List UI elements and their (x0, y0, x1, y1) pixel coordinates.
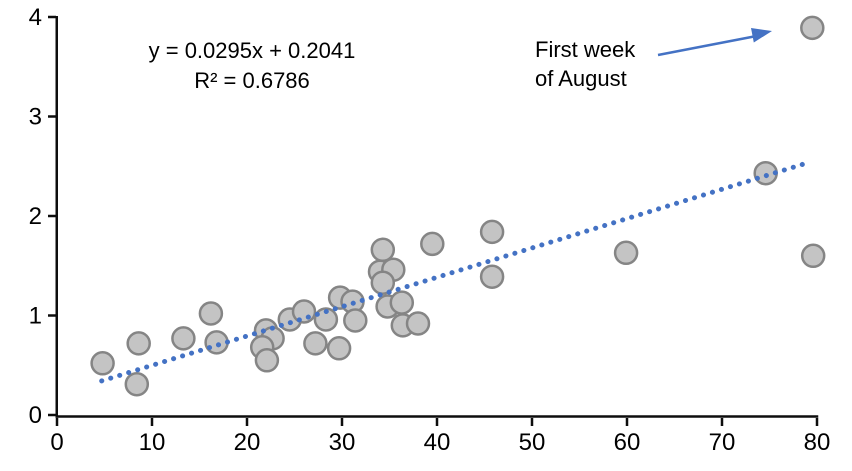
data-point (90, 351, 115, 376)
data-point (370, 270, 396, 295)
data-point (326, 336, 352, 361)
data-point (405, 311, 431, 336)
y-axis-ticks: 0 1 2 3 4 (29, 4, 56, 429)
data-point (198, 301, 224, 326)
annotation-arrow-line (657, 35, 755, 57)
x-tick-label: 40 (424, 429, 451, 456)
equation-text: y = 0.0295x + 0.2041 (149, 38, 356, 63)
data-point (254, 348, 280, 373)
y-tick-label: 0 (29, 402, 42, 429)
annotation-line1: First week (535, 37, 636, 62)
data-point (800, 15, 825, 41)
data-point (124, 371, 150, 397)
x-tick-label: 50 (519, 429, 546, 456)
annotation-arrowhead-icon (751, 28, 772, 43)
data-point (303, 331, 328, 356)
data-point (343, 308, 368, 333)
y-tick-label: 1 (29, 303, 42, 330)
x-tick-label: 70 (709, 429, 736, 456)
data-point (171, 326, 196, 351)
x-tick-label: 10 (139, 429, 166, 456)
annotation: First week of August (535, 28, 772, 91)
x-tick-label: 80 (804, 429, 831, 456)
data-point (479, 264, 505, 289)
data-point (420, 231, 445, 257)
data-point (479, 219, 505, 245)
data-point (126, 331, 151, 356)
trendline (99, 161, 807, 384)
data-point (370, 237, 396, 263)
data-point (800, 243, 826, 269)
x-tick-label: 20 (234, 429, 261, 456)
x-tick-label: 60 (614, 429, 641, 456)
annotation-line2: of August (535, 66, 627, 91)
y-tick-label: 4 (29, 4, 42, 31)
y-tick-label: 2 (29, 203, 42, 230)
data-point (389, 290, 415, 315)
data-point (313, 307, 339, 332)
x-axis-ticks: 0 10 20 30 40 50 60 70 80 (50, 418, 830, 456)
x-tick-label: 0 (50, 429, 63, 456)
x-tick-label: 30 (329, 429, 356, 456)
equation-label: y = 0.0295x + 0.2041 R² = 0.6786 (149, 38, 356, 93)
data-point (204, 330, 229, 355)
data-point (613, 240, 639, 266)
r-squared-text: R² = 0.6786 (194, 68, 310, 93)
data-point (291, 299, 317, 324)
y-tick-label: 3 (29, 104, 42, 131)
